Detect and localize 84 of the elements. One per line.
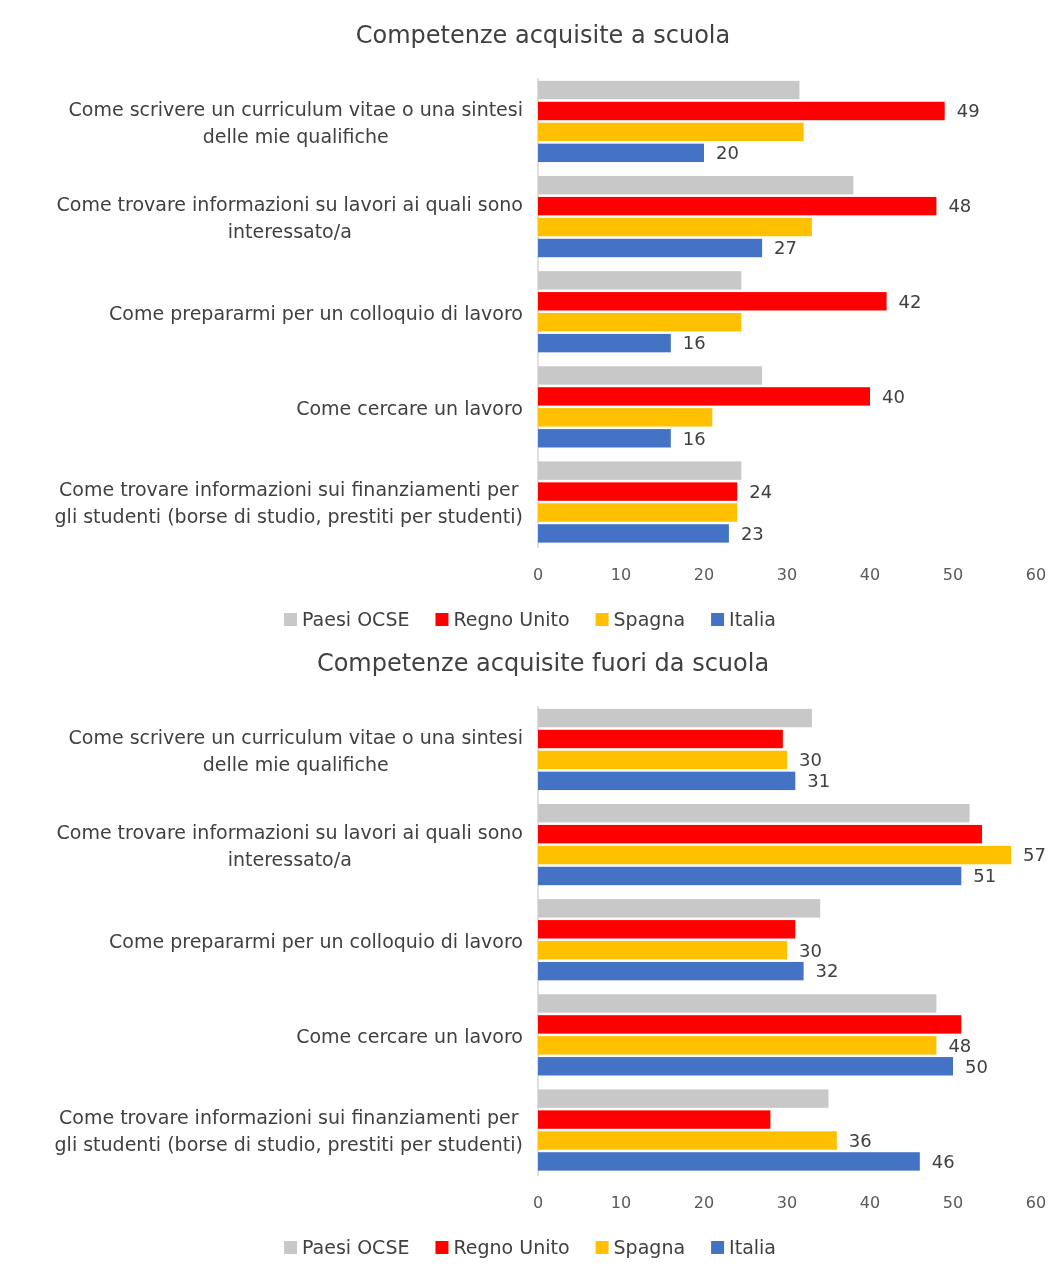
x-tick-label: 20	[693, 1193, 715, 1212]
bar	[538, 771, 796, 791]
x-tick-label: 50	[942, 1193, 964, 1212]
legend-label: Spagna	[613, 1236, 686, 1258]
x-tick-label: 10	[610, 565, 632, 584]
data-label: 20	[716, 142, 739, 164]
x-tick-label: 30	[776, 565, 798, 584]
bar	[538, 750, 787, 770]
data-label: 27	[774, 237, 798, 259]
bar	[538, 1036, 937, 1055]
bar	[538, 941, 787, 960]
legend-label: Paesi OCSE	[302, 1236, 410, 1258]
data-label: 16	[682, 427, 706, 449]
data-label: 57	[1023, 844, 1047, 866]
bar	[538, 101, 945, 121]
bar	[538, 217, 812, 237]
data-label: 31	[807, 770, 831, 792]
legend-label: Paesi OCSE	[302, 608, 410, 630]
bar	[538, 429, 671, 448]
bar	[538, 1152, 920, 1171]
legend-label: Italia	[729, 1236, 776, 1258]
data-label: 32	[815, 960, 839, 982]
data-label: 24	[749, 480, 773, 502]
bar	[538, 122, 804, 142]
data-label: 40	[882, 385, 905, 407]
bar	[538, 1057, 953, 1076]
y-tick-label: Come trovare informazioni sui finanziamenti per gli studenti (borse di studio, prestiti per studenti)	[54, 1106, 524, 1156]
bar	[538, 1015, 962, 1034]
data-label: 16	[682, 332, 706, 354]
bar	[538, 292, 887, 311]
x-tick-label: 40	[859, 1193, 881, 1212]
bar	[538, 387, 870, 406]
x-tick-label: 10	[610, 1193, 632, 1212]
x-tick-label: 20	[693, 565, 715, 584]
data-label: 51	[973, 865, 997, 887]
bar	[538, 1131, 837, 1150]
bar	[538, 333, 671, 353]
bar	[538, 238, 763, 258]
legend-label: Regno Unito	[453, 608, 570, 630]
bar	[538, 729, 783, 749]
data-label: 42	[898, 290, 922, 312]
y-tick-label: Come trovare informazioni sui finanziamenti per gli studenti (borse di studio, prestiti per studenti)	[54, 478, 524, 528]
y-tick-label: Come cercare un lavoro	[296, 396, 523, 419]
x-tick-label: 0	[532, 565, 544, 584]
bar	[538, 503, 738, 522]
x-tick-label: 30	[776, 1193, 798, 1212]
data-label: 48	[948, 195, 972, 217]
bar	[538, 920, 796, 939]
y-tick-label: Come scrivere un curriculum vitae o una sintesi delle mie qualifiche	[68, 725, 524, 775]
y-tick-label: Come scrivere un curriculum vitae o una sintesi delle mie qualifiche	[68, 97, 524, 147]
bar	[538, 524, 729, 543]
chart-title: Competenze acquisite fuori da scuola	[316, 649, 770, 677]
legend-label: Italia	[729, 608, 776, 630]
bar	[538, 824, 983, 844]
x-tick-label: 60	[1025, 565, 1047, 584]
chart-title: Competenze acquisite a scuola	[355, 21, 731, 49]
bar	[538, 408, 713, 427]
y-tick-label: Come trovare informazioni su lavori ai quali sono interessato/a	[56, 821, 524, 871]
data-label: 36	[848, 1129, 872, 1151]
x-tick-label: 40	[859, 565, 881, 584]
bar	[538, 1110, 771, 1129]
legend-label: Spagna	[613, 608, 686, 630]
data-label: 48	[948, 1034, 972, 1056]
bar	[538, 482, 738, 501]
y-tick-label: Come cercare un lavoro	[296, 1024, 523, 1047]
y-tick-label: Come trovare informazioni su lavori ai quali sono interessato/a	[56, 193, 524, 243]
data-label: 50	[965, 1055, 988, 1077]
data-label: 46	[931, 1150, 955, 1172]
data-label: 49	[956, 100, 980, 122]
x-tick-label: 0	[532, 1193, 544, 1212]
bar	[538, 845, 1012, 865]
y-tick-label: Come prepararmi per un colloquio di lavoro	[109, 301, 523, 324]
bar	[538, 143, 704, 163]
data-label: 30	[799, 939, 822, 961]
y-tick-label: Come prepararmi per un colloquio di lavoro	[109, 929, 523, 952]
legend-label: Regno Unito	[453, 1236, 570, 1258]
bar	[538, 961, 804, 981]
x-tick-label: 50	[942, 565, 964, 584]
bar	[538, 866, 962, 886]
data-label: 23	[740, 522, 764, 544]
bar	[538, 196, 937, 216]
data-label: 30	[799, 749, 822, 771]
x-tick-label: 60	[1025, 1193, 1047, 1212]
bar	[538, 313, 742, 332]
